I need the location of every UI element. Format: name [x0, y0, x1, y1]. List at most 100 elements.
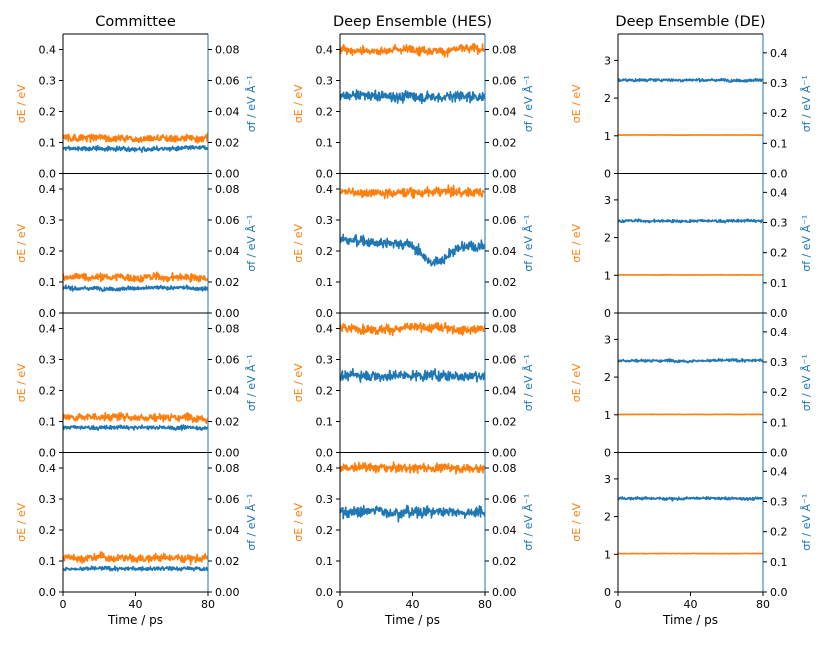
x-tick-label: 40: [406, 598, 420, 611]
left-tick-label: 0.2: [39, 524, 57, 537]
force-series-line: [618, 495, 763, 502]
plot-area: [63, 34, 208, 174]
x-tick-label: 40: [684, 598, 698, 611]
right-tick-label: 0.00: [492, 307, 517, 320]
right-tick-label: 0.00: [215, 447, 240, 460]
right-tick-label: 0.2: [770, 526, 788, 539]
left-axis-label: σE / eV: [15, 363, 28, 402]
energy-series-line: [340, 321, 485, 337]
left-tick-label: 0.2: [316, 245, 334, 258]
subplot: 0.0 0.1 0.2 0.3 0.4 0.00 0.02 0.04 0.06 0.08 σE / …: [15, 452, 258, 627]
force-series-line: [63, 284, 208, 293]
right-tick-label: 0.02: [492, 555, 517, 568]
right-tick-label: 0.1: [770, 416, 788, 429]
force-series-line: [340, 367, 485, 383]
right-tick-label: 0.04: [492, 524, 517, 537]
right-tick-label: 0.08: [215, 44, 240, 57]
left-tick-label: 0.1: [39, 416, 57, 429]
left-tick-label: 0.3: [316, 75, 334, 88]
left-tick-label: 3: [604, 333, 611, 346]
subplot: 0.0 0.1 0.2 0.3 0.4 0.00 0.02 0.04 0.06 0.08 σE / …: [292, 173, 535, 320]
x-tick-label: 80: [201, 598, 215, 611]
left-tick-label: 3: [604, 473, 611, 486]
right-tick-label: 0.08: [492, 323, 517, 336]
right-tick-label: 0.02: [215, 137, 240, 150]
left-axis-label: σE / eV: [292, 363, 305, 402]
plot-area: [340, 452, 485, 592]
right-tick-label: 0.02: [492, 416, 517, 429]
left-axis-label: σE / eV: [292, 223, 305, 262]
force-series-line: [340, 233, 485, 267]
right-axis-label: σf / eV Å⁻¹: [522, 75, 535, 132]
energy-series-line: [618, 133, 763, 137]
right-tick-label: 0.00: [215, 307, 240, 320]
left-tick-label: 1: [604, 409, 611, 422]
plot-area: [618, 34, 763, 174]
right-tick-label: 0.02: [215, 555, 240, 568]
right-tick-label: 0.06: [215, 214, 240, 227]
force-series-line: [63, 565, 208, 572]
left-tick-label: 0.4: [39, 183, 57, 196]
right-tick-label: 0.04: [215, 106, 240, 119]
left-tick-label: 0.3: [39, 354, 57, 367]
x-tick-label: 0: [615, 598, 622, 611]
left-tick-label: 1: [604, 130, 611, 143]
right-tick-label: 0.06: [492, 493, 517, 506]
x-tick-label: 0: [60, 598, 67, 611]
right-tick-label: 0.06: [492, 354, 517, 367]
plot-area: [63, 452, 208, 592]
right-axis-label: σf / eV Å⁻¹: [800, 354, 813, 411]
left-tick-label: 0.4: [39, 323, 57, 336]
force-series-line: [63, 424, 208, 432]
left-tick-label: 2: [604, 511, 611, 524]
right-axis-label: σf / eV Å⁻¹: [800, 494, 813, 551]
left-tick-label: 0.4: [316, 183, 334, 196]
right-tick-label: 0.08: [215, 323, 240, 336]
energy-series-line: [618, 413, 763, 416]
plot-area: [340, 313, 485, 453]
energy-series-line: [63, 132, 208, 144]
energy-series-line: [340, 461, 485, 475]
right-tick-label: 0.3: [770, 496, 788, 509]
right-tick-label: 0.3: [770, 77, 788, 90]
right-tick-label: 0.3: [770, 217, 788, 230]
force-series-line: [618, 357, 763, 364]
force-series-line: [618, 77, 763, 83]
right-tick-label: 0.06: [215, 493, 240, 506]
left-axis-label: σE / eV: [570, 223, 583, 262]
left-tick-label: 0.2: [39, 106, 57, 119]
right-tick-label: 0.04: [492, 245, 517, 258]
column-title: Deep Ensemble (DE): [615, 14, 765, 30]
subplot: 0.0 0.1 0.2 0.3 0.4 0.00 0.02 0.04 0.06 0.08 σE / …: [292, 312, 535, 460]
right-axis-label: σf / eV Å⁻¹: [245, 215, 258, 272]
right-tick-label: 0.00: [215, 586, 240, 599]
right-tick-label: 0.00: [492, 586, 517, 599]
right-tick-label: 0.1: [770, 556, 788, 569]
energy-series-line: [618, 273, 763, 276]
right-tick-label: 0.04: [215, 524, 240, 537]
plot-area: [618, 313, 763, 453]
left-tick-label: 0: [604, 307, 611, 320]
right-tick-label: 0.00: [492, 447, 517, 460]
left-tick-label: 0: [604, 168, 611, 181]
force-series-line: [340, 504, 485, 523]
x-tick-label: 0: [337, 598, 344, 611]
subplot: 0.0 0.1 0.2 0.3 0.4 0.00 0.02 0.04 0.06 0.08 σE / …: [15, 33, 258, 181]
left-axis-label: σE / eV: [292, 502, 305, 541]
right-tick-label: 0.2: [770, 107, 788, 120]
force-series-line: [618, 218, 763, 224]
right-tick-label: 0.08: [492, 462, 517, 475]
right-tick-label: 0.2: [770, 247, 788, 260]
left-tick-label: 1: [604, 548, 611, 561]
left-tick-label: 0.3: [39, 75, 57, 88]
left-axis-label: σE / eV: [292, 84, 305, 123]
right-tick-label: 0.08: [492, 183, 517, 196]
left-tick-label: 0.3: [39, 493, 57, 506]
x-tick-label: 40: [129, 598, 143, 611]
column-title: Committee: [95, 14, 176, 30]
left-tick-label: 1: [604, 269, 611, 282]
subplot: 0.0 0.1 0.2 0.3 0.4 0.00 0.02 0.04 0.06 0.08 σE / …: [292, 452, 535, 627]
left-tick-label: 0: [604, 447, 611, 460]
left-tick-label: 0.0: [316, 307, 334, 320]
left-axis-label: σE / eV: [15, 223, 28, 262]
